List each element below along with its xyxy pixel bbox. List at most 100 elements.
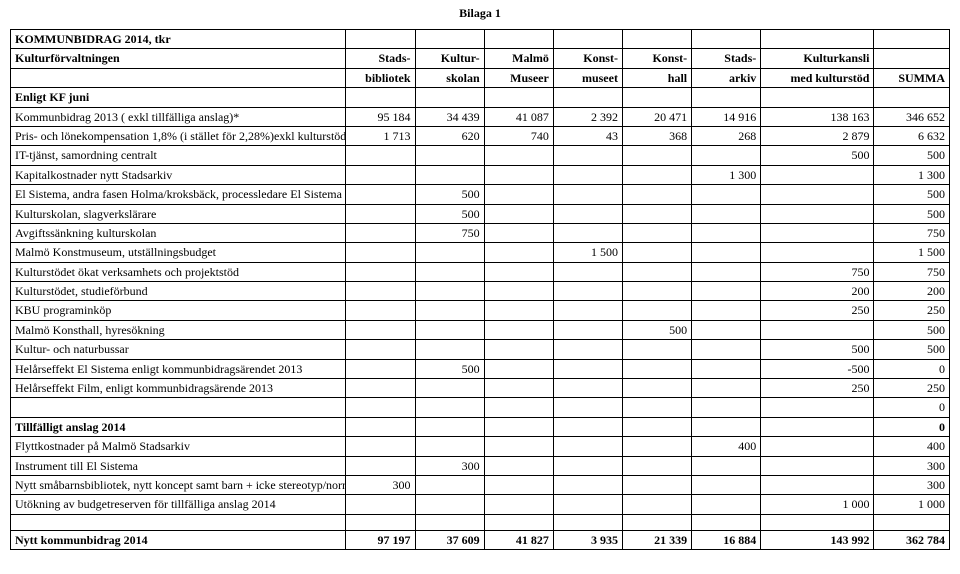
cell-value: 500: [874, 146, 950, 165]
col-header: Museer: [484, 68, 553, 87]
cell-value: [761, 185, 874, 204]
cell-value: [415, 262, 484, 281]
total-value: 37 609: [415, 530, 484, 549]
cell-value: [761, 204, 874, 223]
cell-value: [484, 398, 553, 417]
row-label: Pris- och lönekompensation 1,8% (i ställ…: [11, 126, 346, 145]
cell-value: [484, 340, 553, 359]
cell-value: [484, 495, 553, 514]
cell-value: [692, 243, 761, 262]
cell-value: 620: [415, 126, 484, 145]
cell-value: 500: [761, 340, 874, 359]
col-header: [11, 68, 346, 87]
col-header: SUMMA: [874, 68, 950, 87]
cell-value: 300: [346, 475, 415, 494]
cell-value: [692, 340, 761, 359]
cell-value: [692, 495, 761, 514]
cell-value: [622, 282, 691, 301]
cell-value: [692, 301, 761, 320]
table-row: IT-tjänst, samordning centralt500500: [11, 146, 950, 165]
table-row: Nytt småbarnsbibliotek, nytt koncept sam…: [11, 475, 950, 494]
cell-value: 200: [874, 282, 950, 301]
total-value: 21 339: [622, 530, 691, 549]
cell-value: [346, 204, 415, 223]
cell-value: [415, 165, 484, 184]
row-label: Flyttkostnader på Malmö Stadsarkiv: [11, 437, 346, 456]
cell-value: [484, 146, 553, 165]
table-row: Kommunbidrag 2013 ( exkl tillfälliga ans…: [11, 107, 950, 126]
cell-value: [622, 243, 691, 262]
cell-value: [553, 282, 622, 301]
cell-value: [484, 359, 553, 378]
col-header: Konst-: [553, 49, 622, 68]
row-label: Kapitalkostnader nytt Stadsarkiv: [11, 165, 346, 184]
cell-value: 1 000: [761, 495, 874, 514]
cell-value: [484, 320, 553, 339]
cell-value: [415, 243, 484, 262]
cell-value: 200: [761, 282, 874, 301]
table-row: Kultur- och naturbussar500500: [11, 340, 950, 359]
cell-value: 268: [692, 126, 761, 145]
col-header: arkiv: [692, 68, 761, 87]
cell-value: [622, 146, 691, 165]
col-header: Stads-: [346, 49, 415, 68]
cell-value: 300: [415, 456, 484, 475]
cell-value: 1 000: [874, 495, 950, 514]
cell-value: 14 916: [692, 107, 761, 126]
cell-value: [761, 437, 874, 456]
col-header: Konst-: [622, 49, 691, 68]
cell-value: 2 879: [761, 126, 874, 145]
total-value: 97 197: [346, 530, 415, 549]
table-row: Utökning av budgetreserven för tillfälli…: [11, 495, 950, 514]
cell-value: 300: [874, 475, 950, 494]
cell-value: 250: [761, 379, 874, 398]
row-label: KBU programinköp: [11, 301, 346, 320]
cell-value: [484, 185, 553, 204]
cell-value: [346, 398, 415, 417]
cell-value: [346, 320, 415, 339]
table-row: Helårseffekt El Sistema enligt kommunbid…: [11, 359, 950, 378]
cell-value: 0: [874, 398, 950, 417]
row-label: IT-tjänst, samordning centralt: [11, 146, 346, 165]
cell-value: [415, 320, 484, 339]
total-value: 16 884: [692, 530, 761, 549]
cell-value: [553, 495, 622, 514]
cell-value: [692, 204, 761, 223]
cell-value: [553, 437, 622, 456]
table-row: Avgiftssänkning kulturskolan750750: [11, 223, 950, 242]
cell-value: 1 300: [692, 165, 761, 184]
cell-value: [553, 185, 622, 204]
section-row: Enligt KF juni: [11, 88, 950, 107]
cell-value: [553, 359, 622, 378]
cell-value: 0: [874, 359, 950, 378]
title-row: KOMMUNBIDRAG 2014, tkr: [11, 30, 950, 49]
row-label: Avgiftssänkning kulturskolan: [11, 223, 346, 242]
cell-value: 500: [874, 185, 950, 204]
col-header: Malmö: [484, 49, 553, 68]
cell-value: [761, 398, 874, 417]
cell-value: [415, 282, 484, 301]
table-row: Kapitalkostnader nytt Stadsarkiv1 3001 3…: [11, 165, 950, 184]
cell-value: [553, 204, 622, 223]
row-label: El Sistema, andra fasen Holma/kroksbäck,…: [11, 185, 346, 204]
row-label: Kultur- och naturbussar: [11, 340, 346, 359]
table-row: Malmö Konstmuseum, utställningsbudget1 5…: [11, 243, 950, 262]
cell-value: [622, 456, 691, 475]
cell-value: 368: [622, 126, 691, 145]
cell-value: [692, 475, 761, 494]
cell-value: [622, 495, 691, 514]
cell-value: 41 087: [484, 107, 553, 126]
cell-value: [622, 185, 691, 204]
total-value: 143 992: [761, 530, 874, 549]
cell-value: [553, 262, 622, 281]
table-row: 0: [11, 398, 950, 417]
cell-value: 6 632: [874, 126, 950, 145]
col-header: Kulturkansli: [761, 49, 874, 68]
col-header: museet: [553, 68, 622, 87]
cell-value: [484, 243, 553, 262]
cell-value: [761, 456, 874, 475]
total-row: Nytt kommunbidrag 2014 97 197 37 609 41 …: [11, 530, 950, 549]
cell-value: 750: [874, 223, 950, 242]
cell-value: [692, 456, 761, 475]
cell-value: [761, 320, 874, 339]
